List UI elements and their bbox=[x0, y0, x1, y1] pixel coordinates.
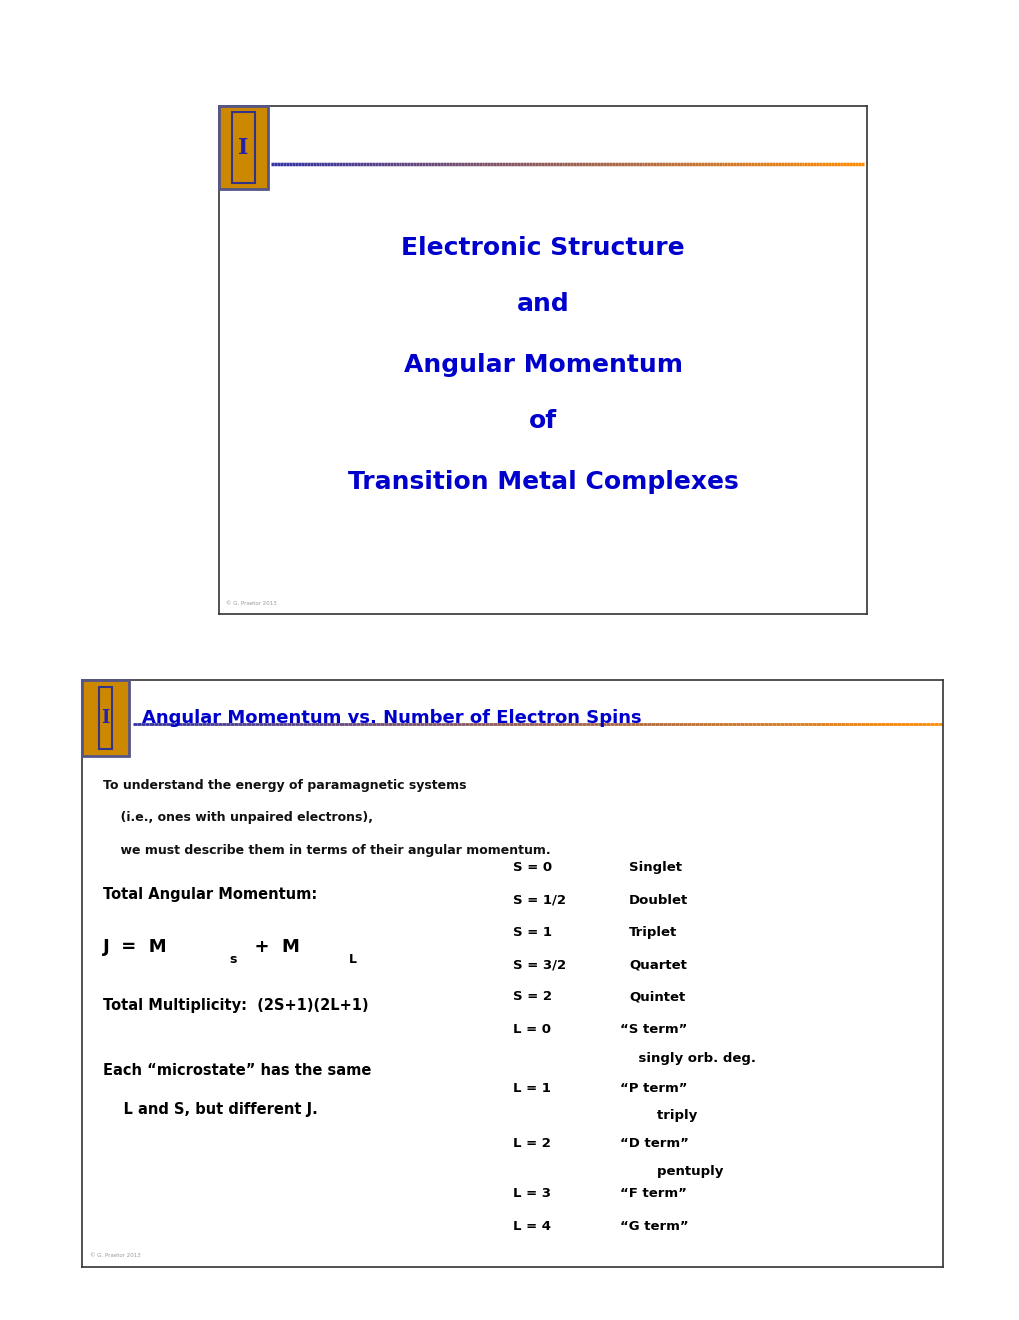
Text: © G. Praetor 2013: © G. Praetor 2013 bbox=[90, 1254, 141, 1258]
Text: Quartet: Quartet bbox=[629, 958, 686, 972]
Text: +  M: + M bbox=[242, 939, 300, 956]
Text: J  =  M: J = M bbox=[103, 939, 167, 956]
Text: S = 1: S = 1 bbox=[512, 925, 551, 939]
Text: (i.e., ones with unpaired electrons),: (i.e., ones with unpaired electrons), bbox=[103, 812, 373, 824]
Text: To understand the energy of paramagnetic systems: To understand the energy of paramagnetic… bbox=[103, 779, 466, 792]
Text: triply: triply bbox=[620, 1109, 697, 1122]
Text: © G. Praetor 2013: © G. Praetor 2013 bbox=[225, 601, 276, 606]
Text: S = 1/2: S = 1/2 bbox=[512, 894, 565, 907]
Text: L: L bbox=[348, 953, 357, 966]
Text: S = 2: S = 2 bbox=[512, 990, 551, 1003]
Text: Electronic Structure: Electronic Structure bbox=[400, 236, 685, 260]
Text: Angular Momentum: Angular Momentum bbox=[404, 352, 682, 376]
Text: “G term”: “G term” bbox=[620, 1220, 688, 1233]
Text: S = 3/2: S = 3/2 bbox=[512, 958, 566, 972]
Text: I: I bbox=[101, 709, 109, 727]
Text: Transition Metal Complexes: Transition Metal Complexes bbox=[347, 470, 738, 494]
FancyBboxPatch shape bbox=[82, 680, 128, 756]
Text: I: I bbox=[238, 136, 249, 158]
Text: S = 0: S = 0 bbox=[512, 861, 551, 874]
Text: Angular Momentum vs. Number of Electron Spins: Angular Momentum vs. Number of Electron … bbox=[142, 709, 641, 727]
Text: Total Angular Momentum:: Total Angular Momentum: bbox=[103, 887, 317, 902]
Text: L = 3: L = 3 bbox=[512, 1187, 550, 1200]
Text: L = 2: L = 2 bbox=[512, 1138, 550, 1150]
FancyBboxPatch shape bbox=[99, 686, 112, 750]
Text: and: and bbox=[517, 292, 569, 315]
Text: pentuply: pentuply bbox=[620, 1166, 722, 1177]
Text: of: of bbox=[529, 409, 556, 433]
Text: “F term”: “F term” bbox=[620, 1187, 687, 1200]
Text: L and S, but different J.: L and S, but different J. bbox=[103, 1102, 318, 1117]
Text: L = 4: L = 4 bbox=[512, 1220, 550, 1233]
FancyBboxPatch shape bbox=[232, 112, 255, 183]
Text: Triplet: Triplet bbox=[629, 925, 677, 939]
Text: “S term”: “S term” bbox=[620, 1023, 687, 1036]
Text: Singlet: Singlet bbox=[629, 861, 682, 874]
Text: Quintet: Quintet bbox=[629, 990, 685, 1003]
Text: we must describe them in terms of their angular momentum.: we must describe them in terms of their … bbox=[103, 843, 550, 857]
Text: L = 1: L = 1 bbox=[512, 1081, 550, 1094]
Text: “D term”: “D term” bbox=[620, 1138, 689, 1150]
FancyBboxPatch shape bbox=[219, 106, 268, 190]
Text: Each “microstate” has the same: Each “microstate” has the same bbox=[103, 1063, 371, 1078]
Text: “P term”: “P term” bbox=[620, 1081, 687, 1094]
Text: Total Multiplicity:  (2S+1)(2L+1): Total Multiplicity: (2S+1)(2L+1) bbox=[103, 998, 369, 1014]
Text: s: s bbox=[229, 953, 237, 966]
Text: L = 0: L = 0 bbox=[512, 1023, 550, 1036]
Text: Doublet: Doublet bbox=[629, 894, 688, 907]
Text: singly orb. deg.: singly orb. deg. bbox=[620, 1052, 755, 1065]
